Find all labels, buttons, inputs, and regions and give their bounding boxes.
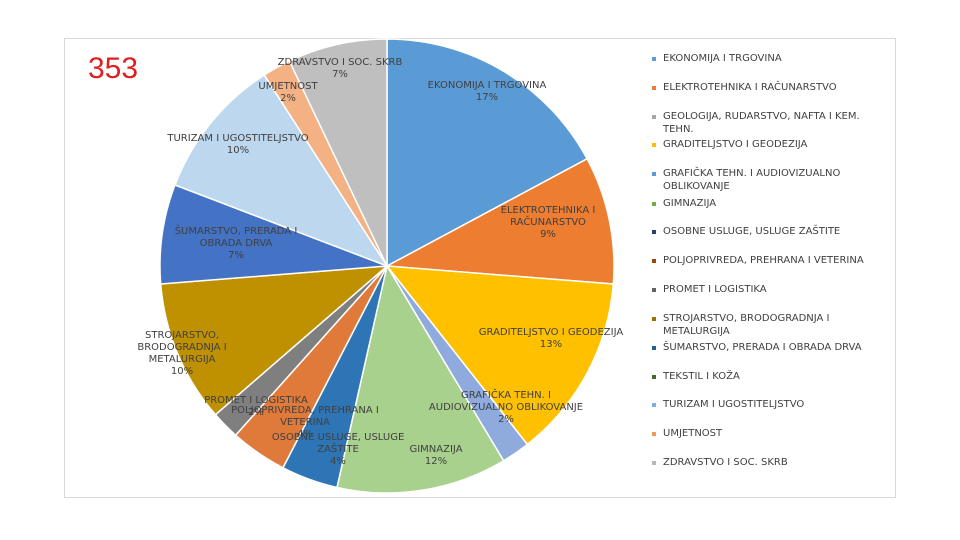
legend-label: OSOBNE USLUGE, USLUGE ZAŠTITE [663,226,841,237]
legend-item: POLJOPRIVREDA, PREHRANA I VETERINA [652,254,864,267]
legend-item: STROJARSTVO, BRODOGRADNJA I METALURGIJA [652,312,830,338]
pie-slice [159,184,388,285]
slide-number: 353 [88,52,139,85]
slice-data-label: ZDRAVSTVO I SOC. SKRB 7% [278,57,403,80]
slice-data-label: TURIZAM I UGOSTITELJSTVO 10% [166,133,308,156]
slice-data-label: STROJARSTVO, BRODOGRADNJA I METALURGIJA 10% [137,330,226,377]
legend-label: TURIZAM I UGOSTITELJSTVO [663,399,805,410]
legend-label: EKONOMIJA I TRGOVINA [663,53,782,64]
legend-item: TURIZAM I UGOSTITELJSTVO [652,398,804,411]
slice-data-label: PROMET I LOGISTIKA 2% [204,395,308,418]
legend-label: POLJOPRIVREDA, PREHRANA I VETERINA [663,255,864,266]
legend-swatch [652,432,656,436]
slice-data-label: OSOBNE USLUGE, USLUGE ZAŠTITE 4% [272,432,405,467]
legend-label: STROJARSTVO, BRODOGRADNJA I METALURGIJA [663,313,830,337]
legend-item: ELEKTROTEHNIKA I RAČUNARSTVO [652,81,837,94]
legend-label: ŠUMARSTVO, PRERADA I OBRADA DRVA [663,342,862,353]
legend-item: OSOBNE USLUGE, USLUGE ZAŠTITE [652,225,840,238]
slice-data-label: EKONOMIJA I TRGOVINA 17% [428,80,547,103]
slice-data-label: GRADITELJSTVO I GEODEZIJA 13% [479,327,624,350]
legend-item: GEOLOGIJA, RUDARSTVO, NAFTA I KEM. TEHN. [652,110,860,136]
legend-label: PROMET I LOGISTIKA [663,284,767,295]
legend-swatch [652,86,656,90]
legend-label: UMJETNOST [663,428,723,439]
legend-swatch [652,375,656,379]
legend-swatch [652,461,656,465]
pie-slice [288,38,388,267]
slice-data-label: GIMNAZIJA 12% [409,444,462,467]
pie-slice [386,38,589,268]
legend-swatch [652,403,656,407]
legend-label: GRAFIČKA TEHN. I AUDIOVIZUALNO OBLIKOVANJ… [663,168,841,192]
slice-data-label: ELEKTROTEHNIKA I RAČUNARSTVO 9% [501,205,596,240]
legend-swatch [652,57,656,61]
legend-item: ŠUMARSTVO, PRERADA I OBRADA DRVA [652,341,862,354]
legend-item: GRAFIČKA TEHN. I AUDIOVIZUALNO OBLIKOVANJ… [652,167,840,193]
legend-item: UMJETNOST [652,427,722,440]
legend-swatch [652,288,656,292]
legend-label: ELEKTROTEHNIKA I RAČUNARSTVO [663,82,837,93]
legend-item: GIMNAZIJA [652,197,716,210]
legend-item: GRADITELJSTVO I GEODEZIJA [652,138,807,151]
pie-slice [173,74,389,268]
legend-item: ZDRAVSTVO I SOC. SKRB [652,456,788,469]
legend-swatch [652,143,656,147]
legend-label: ZDRAVSTVO I SOC. SKRB [663,457,788,468]
slice-data-label: GRAFIČKA TEHN. I AUDIOVIZUALNO OBLIKOVANJ… [429,388,583,425]
pie-slice [159,265,390,416]
legend-swatch [652,259,656,263]
legend-swatch [652,202,656,206]
legend-label: GIMNAZIJA [663,198,717,209]
pie-slice [385,265,615,446]
legend-label: GEOLOGIJA, RUDARSTVO, NAFTA I KEM. TEHN. [663,111,860,135]
slice-data-label: ŠUMARSTVO, PRERADA I OBRADA DRVA 7% [175,224,298,261]
slice-data-label: UMJETNOST 2% [258,81,318,104]
legend-item: EKONOMIJA I TRGOVINA [652,52,782,65]
legend-swatch [652,346,656,350]
legend-label: GRADITELJSTVO I GEODEZIJA [663,139,808,150]
legend-swatch [652,230,656,234]
pie-slice [384,157,615,285]
legend-item: PROMET I LOGISTIKA [652,283,767,296]
pie-slice [336,264,505,494]
legend-swatch [652,115,656,119]
legend-swatch [652,172,656,176]
legend-label: TEKSTIL I KOŽA [663,371,740,382]
legend-item: TEKSTIL I KOŽA [652,370,740,383]
slice-data-label: POLJOPRIVREDA, PREHRANA I VETERINA 4% [231,405,379,440]
legend-swatch [652,317,656,321]
